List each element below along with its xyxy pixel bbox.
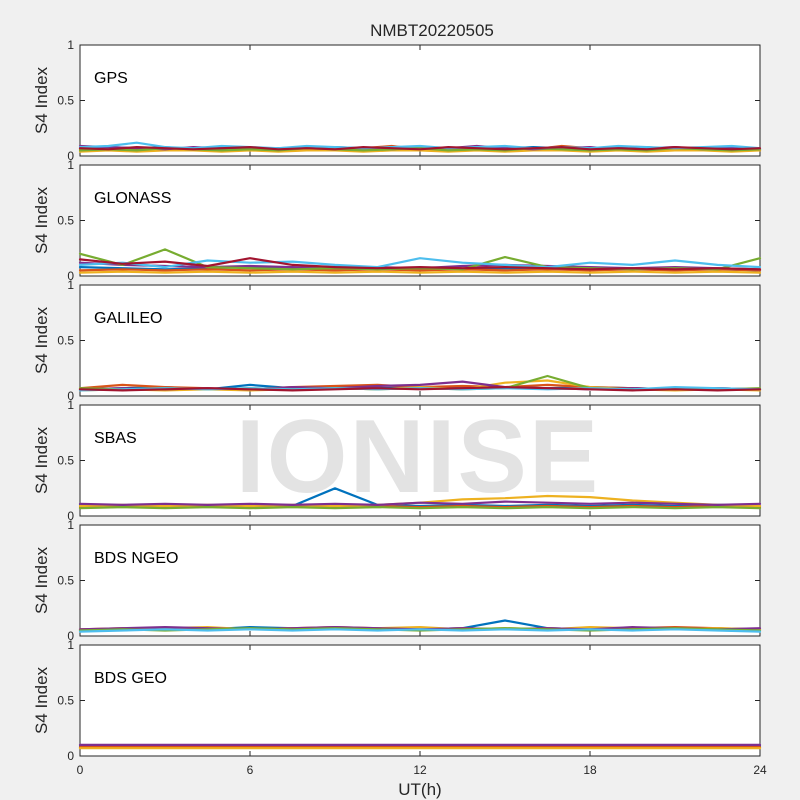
- y-axis-label: S4 Index: [32, 666, 51, 734]
- y-tick-label: 0.5: [57, 574, 74, 588]
- axes-box: [79, 524, 761, 637]
- panel-label: GPS: [94, 70, 128, 87]
- panel-label: BDS NGEO: [94, 550, 178, 567]
- subplot-glonass: GLONASS S4 Index 0 0.5 1: [32, 158, 762, 283]
- y-tick-label: 1: [67, 518, 74, 532]
- subplot-bds-geo: BDS GEO S4 Index 0 0.5 1 0 6 12 18 24: [32, 638, 767, 777]
- y-tick-label: 0.5: [57, 454, 74, 468]
- subplot-gps: GPS S4 Index 0 0.5 1: [32, 38, 762, 163]
- panel-label: SBAS: [94, 430, 137, 447]
- y-tick-label: 0.5: [57, 214, 74, 228]
- y-tick-label: 0: [67, 389, 74, 403]
- y-tick-label: 0.5: [57, 94, 74, 108]
- axes-box: [79, 644, 761, 757]
- y-tick-label: 0: [67, 269, 74, 283]
- y-axis-label: S4 Index: [32, 426, 51, 494]
- y-tick-label: 0: [67, 149, 74, 163]
- y-tick-label: 0.5: [57, 694, 74, 708]
- y-axis-label: S4 Index: [32, 186, 51, 254]
- x-axis-label: UT(h): [398, 780, 441, 799]
- y-tick-label: 0.5: [57, 334, 74, 348]
- x-tick-label: 24: [753, 763, 767, 777]
- panel-label: BDS GEO: [94, 670, 167, 687]
- panel-label: GALILEO: [94, 310, 162, 327]
- axes-box: [79, 44, 761, 157]
- series-line-6: [78, 257, 762, 269]
- y-tick-label: 1: [67, 638, 74, 652]
- subplot-bds-ngeo: BDS NGEO S4 Index 0 0.5 1: [32, 518, 762, 643]
- y-tick-label: 0: [67, 509, 74, 523]
- axes-box: [79, 164, 761, 277]
- panel-label: GLONASS: [94, 190, 171, 207]
- axes-box: [79, 284, 761, 397]
- x-tick-label: 0: [77, 763, 84, 777]
- series-line-4: [78, 500, 762, 506]
- series-line-6: [78, 628, 762, 633]
- y-axis-label: S4 Index: [32, 66, 51, 134]
- y-tick-label: 0: [67, 749, 74, 763]
- figure-title: NMBT20220505: [370, 21, 494, 40]
- y-tick-label: 1: [67, 158, 74, 172]
- series-line-7: [78, 257, 762, 271]
- x-tick-label: 6: [247, 763, 254, 777]
- x-tick-label: 18: [583, 763, 597, 777]
- y-axis-label: S4 Index: [32, 306, 51, 374]
- watermark-text: IONISE: [236, 399, 601, 515]
- x-tick-label: 12: [413, 763, 427, 777]
- y-axis-label: S4 Index: [32, 546, 51, 614]
- series-line-5: [78, 506, 762, 510]
- y-tick-label: 0: [67, 629, 74, 643]
- series-line-3: [78, 270, 762, 274]
- y-tick-label: 1: [67, 278, 74, 292]
- y-tick-label: 1: [67, 398, 74, 412]
- series-line-7: [78, 386, 762, 392]
- series-line-7: [78, 146, 762, 151]
- subplot-galileo: GALILEO S4 Index 0 0.5 1: [32, 278, 762, 403]
- y-tick-label: 1: [67, 38, 74, 52]
- subplot-sbas: SBAS S4 Index 0 0.5 1: [32, 398, 762, 523]
